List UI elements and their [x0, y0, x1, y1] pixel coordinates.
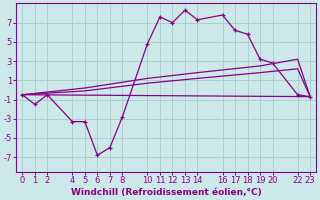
X-axis label: Windchill (Refroidissement éolien,°C): Windchill (Refroidissement éolien,°C) [71, 188, 261, 197]
